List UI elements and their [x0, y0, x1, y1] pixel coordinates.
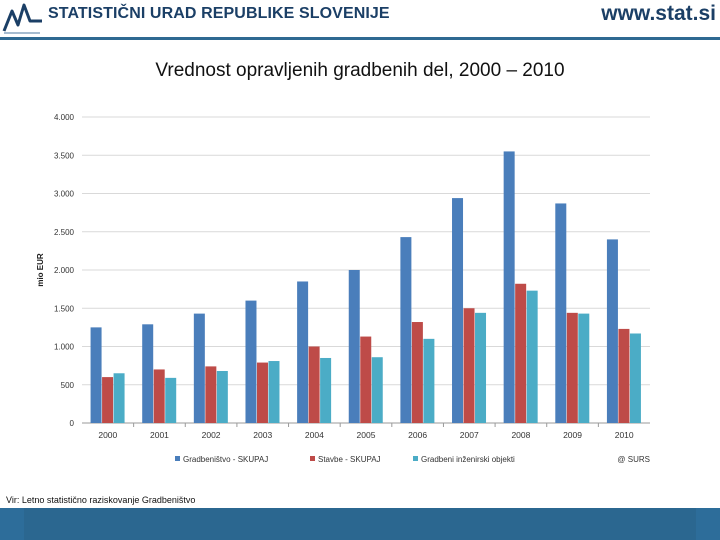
bar-gradbeni-tvo-skupaj-2005	[348, 270, 360, 423]
bar-stavbe-skupaj-2010	[618, 328, 630, 423]
x-tick-label: 2009	[563, 430, 582, 440]
legend-swatch	[310, 456, 315, 461]
x-tick-label: 2001	[150, 430, 169, 440]
x-tick-label: 2002	[202, 430, 221, 440]
bar-gradbeni-in-enirski-objekti-2008	[526, 290, 538, 423]
y-tick-label: 500	[61, 381, 75, 390]
x-tick-label: 2010	[615, 430, 634, 440]
bar-gradbeni-tvo-skupaj-2001	[142, 324, 154, 423]
bar-stavbe-skupaj-2003	[256, 362, 268, 423]
bar-gradbeni-in-enirski-objekti-2006	[423, 338, 435, 423]
bar-gradbeni-tvo-skupaj-2000	[90, 327, 102, 423]
bar-stavbe-skupaj-2009	[566, 312, 578, 423]
legend-swatch	[413, 456, 418, 461]
header: STATISTIČNI URAD REPUBLIKE SLOVENIJE www…	[0, 0, 720, 40]
bar-gradbeni-in-enirski-objekti-2003	[268, 361, 280, 423]
y-tick-label: 2.500	[54, 228, 75, 237]
bar-gradbeni-in-enirski-objekti-2005	[371, 357, 383, 423]
bar-gradbeni-tvo-skupaj-2002	[193, 313, 205, 423]
x-tick-label: 2008	[511, 430, 530, 440]
source-note: Vir: Letno statistično raziskovanje Grad…	[6, 495, 196, 505]
bar-stavbe-skupaj-2007	[463, 308, 475, 423]
bar-gradbeni-in-enirski-objekti-2010	[629, 333, 641, 423]
legend-label: Gradbeništvo - SKUPAJ	[183, 455, 268, 464]
y-tick-label: 2.000	[54, 266, 75, 275]
x-tick-label: 2007	[460, 430, 479, 440]
bar-gradbeni-in-enirski-objekti-2000	[113, 373, 125, 423]
bar-gradbeni-tvo-skupaj-2009	[555, 203, 567, 423]
bar-gradbeni-tvo-skupaj-2008	[503, 151, 515, 424]
header-divider	[0, 37, 720, 40]
y-tick-label: 1.000	[54, 343, 75, 352]
organization-name: STATISTIČNI URAD REPUBLIKE SLOVENIJE	[48, 5, 390, 22]
surs-logo-icon	[2, 3, 42, 34]
bar-gradbeni-tvo-skupaj-2007	[452, 198, 464, 423]
footer-accent-right	[696, 508, 720, 540]
bar-gradbeni-tvo-skupaj-2004	[297, 281, 309, 423]
bar-gradbeni-in-enirski-objekti-2009	[578, 313, 590, 423]
bar-gradbeni-in-enirski-objekti-2007	[475, 312, 487, 423]
bar-gradbeni-tvo-skupaj-2003	[245, 300, 257, 423]
legend-label: Gradbeni inženirski objekti	[421, 455, 515, 464]
bar-stavbe-skupaj-2008	[515, 283, 527, 423]
slide-title: Vrednost opravljenih gradbenih del, 2000…	[155, 60, 565, 81]
bar-stavbe-skupaj-2002	[205, 366, 217, 423]
y-tick-label: 4.000	[54, 113, 75, 122]
y-tick-label: 3.500	[54, 151, 75, 160]
x-tick-label: 2005	[357, 430, 376, 440]
legend-swatch	[175, 456, 180, 461]
bar-stavbe-skupaj-2005	[360, 336, 372, 423]
x-tick-label: 2000	[98, 430, 117, 440]
y-tick-label: 0	[70, 419, 75, 428]
legend-label: Stavbe - SKUPAJ	[318, 455, 381, 464]
bar-stavbe-skupaj-2004	[308, 346, 320, 423]
y-axis-label: mio EUR	[36, 253, 45, 287]
bar-gradbeni-tvo-skupaj-2010	[606, 239, 618, 423]
bar-stavbe-skupaj-2001	[153, 369, 165, 423]
bar-gradbeni-in-enirski-objekti-2002	[216, 370, 228, 423]
website-url[interactable]: www.stat.si	[601, 2, 716, 25]
y-tick-label: 3.000	[54, 190, 75, 199]
chart-credit: @ SURS	[617, 455, 650, 464]
construction-value-bar-chart: 0 500 1.000 1.500 2.000 2.500 3.000 3.500 4.000 m…	[36, 113, 650, 464]
x-tick-label: 2004	[305, 430, 324, 440]
footer-bar	[0, 508, 720, 540]
bar-gradbeni-in-enirski-objekti-2001	[165, 377, 177, 423]
footer-accent-left	[0, 508, 24, 540]
bar-stavbe-skupaj-2000	[102, 377, 114, 423]
bar-gradbeni-in-enirski-objekti-2004	[320, 357, 332, 423]
x-tick-label: 2003	[253, 430, 272, 440]
x-tick-label: 2006	[408, 430, 427, 440]
bar-gradbeni-tvo-skupaj-2006	[400, 237, 412, 423]
bar-stavbe-skupaj-2006	[411, 322, 423, 423]
y-tick-label: 1.500	[54, 304, 75, 313]
